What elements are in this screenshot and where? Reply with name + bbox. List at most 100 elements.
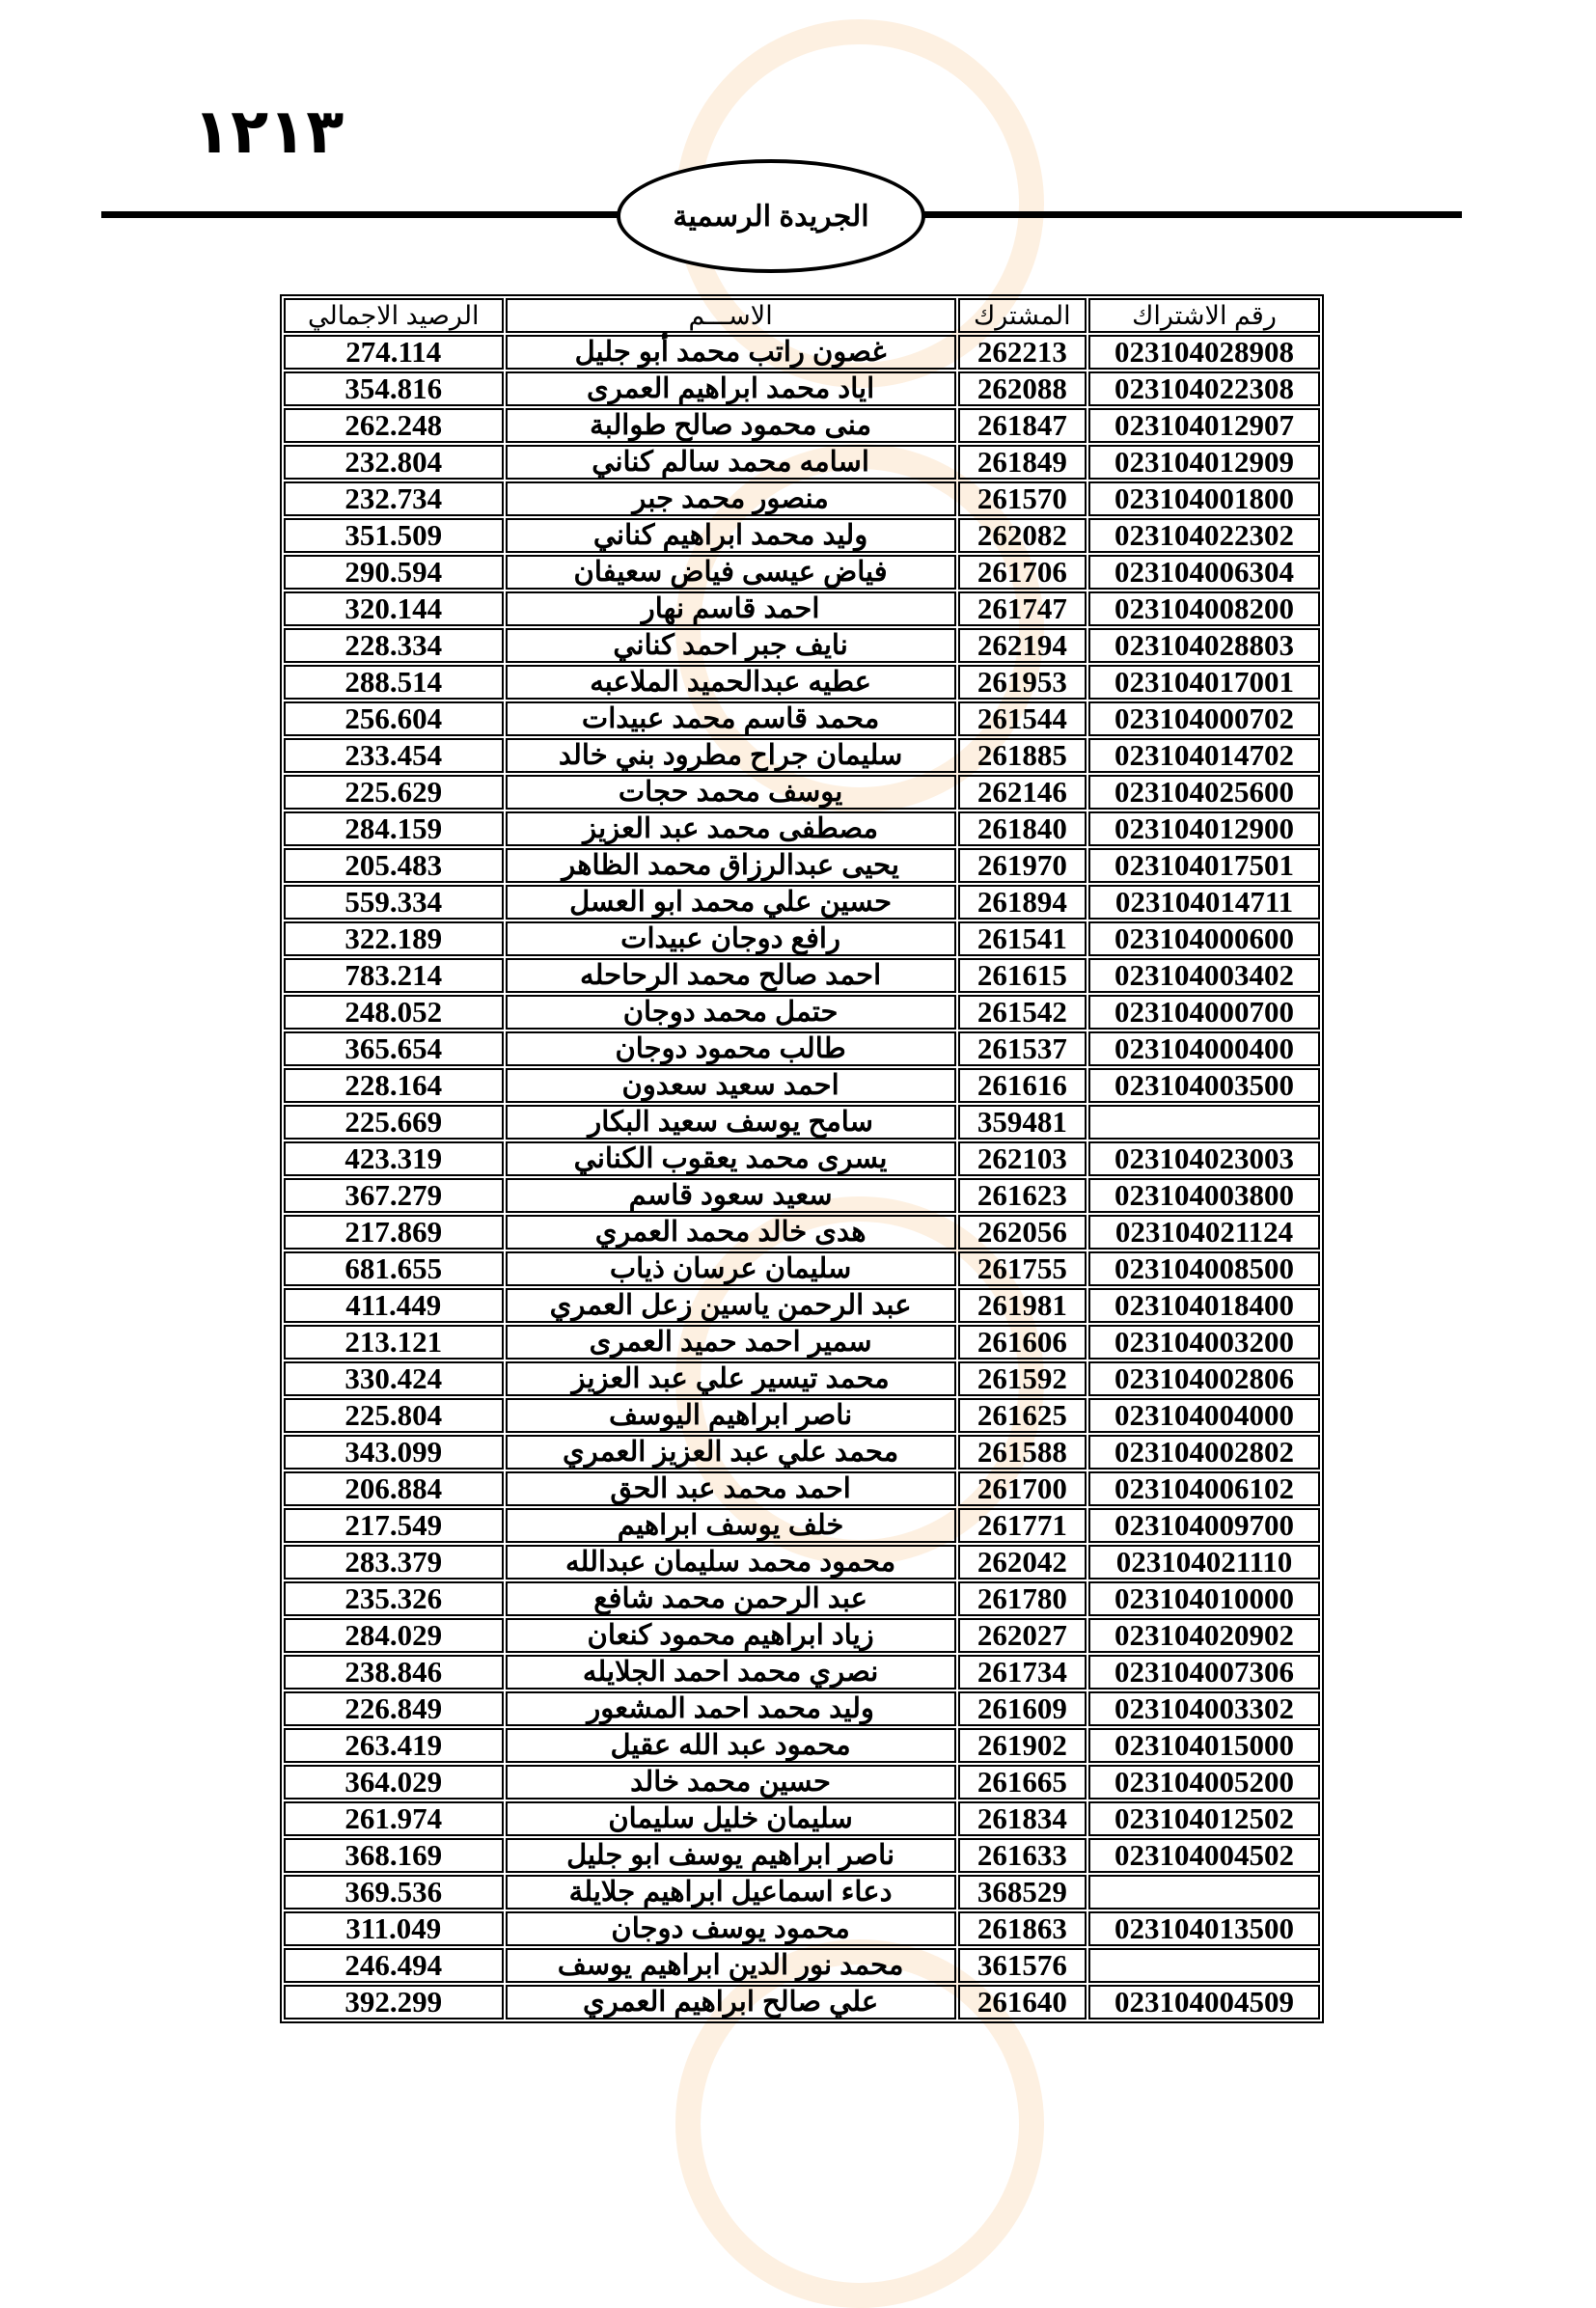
name-cell: محمد قاسم محمد عبيدات: [505, 701, 956, 736]
table-row: 023104012900 261840 مصطفى محمد عبد العزيز 2…: [284, 811, 1320, 846]
table-row: 361576 محمد نور الدين ابراهيم يوسف 246.494: [284, 1948, 1320, 1983]
name-cell: سليمان جراح مطرود بني خالد: [505, 738, 956, 773]
account-number-cell: 023104003302: [1088, 1691, 1320, 1726]
balance-cell: 262.248: [284, 408, 504, 443]
subscribers-table: رقم الاشتراك المشترك الاســـم الرصيد الا…: [280, 294, 1324, 2023]
subscriber-cell: 368529: [957, 1875, 1087, 1910]
table-row: 368529 دعاء اسماعيل ابراهيم جلايلة 369.536: [284, 1875, 1320, 1910]
balance-cell: 288.514: [284, 665, 504, 700]
balance-cell: 284.159: [284, 811, 504, 846]
subscriber-cell: 262042: [957, 1545, 1087, 1580]
subscriber-cell: 261606: [957, 1325, 1087, 1360]
table-row: 023104008200 261747 احمد قاسم نهار 320.144: [284, 591, 1320, 626]
subscriber-cell: 261700: [957, 1471, 1087, 1506]
table-row: 023104022302 262082 وليد محمد ابراهيم كنان…: [284, 518, 1320, 553]
balance-cell: 364.029: [284, 1765, 504, 1800]
table-row: 023104000400 261537 طالب محمود دوجان 365.65…: [284, 1031, 1320, 1066]
subscriber-cell: 261747: [957, 591, 1087, 626]
balance-cell: 354.816: [284, 371, 504, 406]
balance-cell: 205.483: [284, 848, 504, 883]
account-number-cell: 023104012907: [1088, 408, 1320, 443]
subscriber-cell: 261633: [957, 1838, 1087, 1873]
name-cell: غصون راتب محمد أبو جليل: [505, 335, 956, 370]
account-number-cell: 023104022302: [1088, 518, 1320, 553]
table-header-row: رقم الاشتراك المشترك الاســـم الرصيد الا…: [284, 298, 1320, 333]
subscriber-cell: 261623: [957, 1178, 1087, 1213]
name-cell: احمد قاسم نهار: [505, 591, 956, 626]
table-row: 023104028803 262194 نايف جبر احمد كناني 228…: [284, 628, 1320, 663]
account-number-cell: 023104017501: [1088, 848, 1320, 883]
subscriber-cell: 261537: [957, 1031, 1087, 1066]
balance-cell: 246.494: [284, 1948, 504, 1983]
subscriber-cell: 261544: [957, 701, 1087, 736]
account-number-cell: 023104007306: [1088, 1655, 1320, 1690]
name-cell: هدى خالد محمد العمري: [505, 1215, 956, 1250]
table-row: 023104001800 261570 منصور محمد جبر 232.734: [284, 481, 1320, 516]
table-row: 023104025600 262146 يوسف محمد حجات 225.629: [284, 775, 1320, 810]
table-row: 023104008500 261755 سليمان عرسان ذياب 681.6…: [284, 1251, 1320, 1286]
subscriber-cell: 261847: [957, 408, 1087, 443]
table-row: 023104007306 261734 نصري محمد احمد الجلايل…: [284, 1655, 1320, 1690]
account-number-cell: 023104012909: [1088, 445, 1320, 480]
name-cell: وليد محمد احمد المشعور: [505, 1691, 956, 1726]
subscriber-cell: 261840: [957, 811, 1087, 846]
account-number-cell: [1088, 1875, 1320, 1910]
subscriber-cell: 261834: [957, 1801, 1087, 1836]
subscriber-cell: 261849: [957, 445, 1087, 480]
balance-cell: 263.419: [284, 1728, 504, 1763]
account-number-cell: 023104003500: [1088, 1068, 1320, 1103]
table-row: 023104003402 261615 احمد صالح محمد الرحاحل…: [284, 958, 1320, 993]
name-cell: محمود عبد الله عقيل: [505, 1728, 956, 1763]
account-number-cell: 023104004509: [1088, 1985, 1320, 2020]
name-cell: ناصر ابراهيم يوسف ابو جليل: [505, 1838, 956, 1873]
name-cell: منصور محمد جبر: [505, 481, 956, 516]
name-cell: نايف جبر احمد كناني: [505, 628, 956, 663]
balance-cell: 228.164: [284, 1068, 504, 1103]
balance-cell: 330.424: [284, 1361, 504, 1396]
table-row: 023104003302 261609 وليد محمد احمد المشعور…: [284, 1691, 1320, 1726]
name-cell: سامح يوسف سعيد البكار: [505, 1105, 956, 1140]
name-cell: نصري محمد احمد الجلايله: [505, 1655, 956, 1690]
balance-cell: 235.326: [284, 1581, 504, 1616]
subscriber-cell: 261570: [957, 481, 1087, 516]
subscriber-cell: 262056: [957, 1215, 1087, 1250]
table-row: 023104006304 261706 فياض عيسى فياض سعيفان 2…: [284, 555, 1320, 590]
account-number-cell: 023104021124: [1088, 1215, 1320, 1250]
name-cell: محمود محمد سليمان عبدالله: [505, 1545, 956, 1580]
subscriber-cell: 261894: [957, 885, 1087, 920]
balance-cell: 217.869: [284, 1215, 504, 1250]
subscriber-cell: 261902: [957, 1728, 1087, 1763]
account-number-cell: 023104028803: [1088, 628, 1320, 663]
balance-cell: 783.214: [284, 958, 504, 993]
account-number-cell: 023104003800: [1088, 1178, 1320, 1213]
name-cell: سليمان خليل سليمان: [505, 1801, 956, 1836]
name-cell: محمود يوسف دوجان: [505, 1911, 956, 1946]
table-row: 023104014702 261885 سليمان جراح مطرود بني …: [284, 738, 1320, 773]
name-cell: حسين علي محمد ابو العسل: [505, 885, 956, 920]
account-number-cell: 023104025600: [1088, 775, 1320, 810]
table-row: 023104021110 262042 محمود محمد سليمان عبدا…: [284, 1545, 1320, 1580]
name-cell: عطيه عبدالحميد الملاعبه: [505, 665, 956, 700]
account-number-cell: 023104028908: [1088, 335, 1320, 370]
balance-cell: 368.169: [284, 1838, 504, 1873]
subscriber-cell: 261734: [957, 1655, 1087, 1690]
table-row: 023104014711 261894 حسين علي محمد ابو العس…: [284, 885, 1320, 920]
publication-title: الجريدة الرسمية: [673, 200, 869, 233]
account-number-cell: 023104012900: [1088, 811, 1320, 846]
table-row: 023104003200 261606 سمير احمد حميد العمرى 2…: [284, 1325, 1320, 1360]
balance-cell: 225.669: [284, 1105, 504, 1140]
balance-cell: 283.379: [284, 1545, 504, 1580]
table-row: 023104000702 261544 محمد قاسم محمد عبيدات 2…: [284, 701, 1320, 736]
table-row: 023104015000 261902 محمود عبد الله عقيل 263…: [284, 1728, 1320, 1763]
balance-cell: 343.099: [284, 1435, 504, 1470]
table-row: 359481 سامح يوسف سعيد البكار 225.669: [284, 1105, 1320, 1140]
account-number-cell: 023104001800: [1088, 481, 1320, 516]
account-number-cell: 023104015000: [1088, 1728, 1320, 1763]
account-number-cell: 023104004502: [1088, 1838, 1320, 1873]
account-number-cell: 023104022308: [1088, 371, 1320, 406]
account-number-cell: 023104023003: [1088, 1141, 1320, 1176]
table-row: 023104002802 261588 محمد علي عبد العزيز ال…: [284, 1435, 1320, 1470]
balance-cell: 228.334: [284, 628, 504, 663]
name-cell: دعاء اسماعيل ابراهيم جلايلة: [505, 1875, 956, 1910]
table-row: 023104006102 261700 احمد محمد عبد الحق 206.…: [284, 1471, 1320, 1506]
